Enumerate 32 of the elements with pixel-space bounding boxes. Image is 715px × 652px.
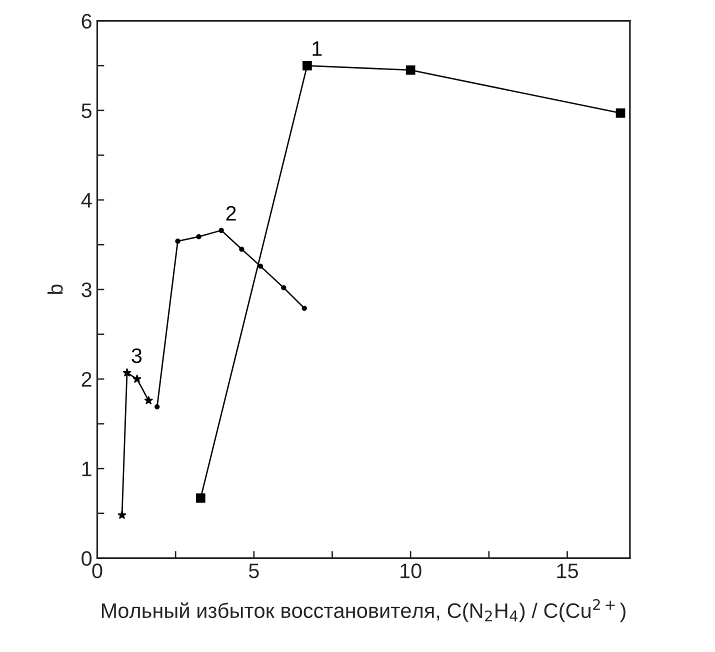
point [154,404,160,410]
series-label: 2 [226,206,236,221]
y-axis-title: b [47,284,63,294]
point [302,60,312,70]
x-tick-label: 0 [92,564,102,578]
point [281,285,286,290]
y-tick-label: 5 [82,104,92,118]
point [258,264,264,269]
point [118,510,126,520]
x-tick-label: 5 [248,564,259,578]
point [196,234,202,240]
y-tick-label: 4 [81,193,92,208]
point [302,306,307,311]
series-label: 1 [312,41,322,56]
point [144,396,154,404]
y-tick-label: 6 [82,14,92,29]
point [239,246,244,252]
y-tick-label: 1 [82,462,92,476]
x-axis-title: Мольный избыток восстановителя, C(N$_{2}$H$_{4}$) / C(Cu$^{2+}$) [102,599,626,622]
point [122,368,132,377]
series-label: 3 [132,348,142,364]
point [616,108,626,118]
point [406,65,416,75]
point [132,374,142,383]
point [218,228,224,233]
point [196,493,206,503]
x-tick-label: 15 [557,564,578,578]
y-tick-label: 2 [82,372,92,387]
x-tick-label: 10 [400,564,422,578]
y-tick-label: 0 [82,551,92,566]
y-tick-label: 3 [82,282,92,298]
point [175,238,180,244]
